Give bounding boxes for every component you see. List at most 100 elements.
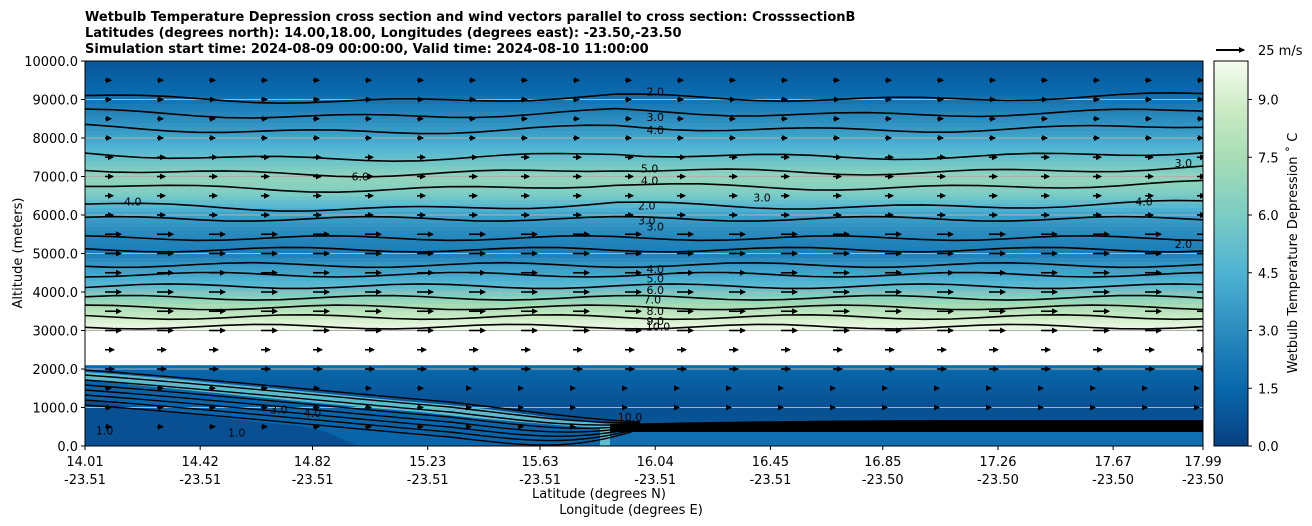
chart-title-line-2: Latitudes (degrees north): 14.00,18.00, …	[85, 26, 682, 41]
x-tick-label-lon: -23.51	[407, 473, 449, 488]
colorbar-tick-label: 7.5	[1258, 151, 1279, 166]
contour-line	[85, 374, 641, 424]
colorbar-label: Wetbulb Temperature Depression ˚ C	[1285, 133, 1301, 374]
contour-band	[85, 122, 1203, 128]
y-tick-label: 9000.0	[33, 94, 79, 109]
contour-band	[85, 388, 1203, 393]
colorbar-tick-label: 4.5	[1258, 267, 1279, 282]
x-axis: 14.01 -23.51 14.42 -23.51 14.82 -23.51 15.23 -2…	[64, 446, 1224, 488]
colorbar-ticks: 0.0 1.5 3.0 4.5 6.0 7.5 9.0	[1248, 94, 1279, 455]
x-axis-label-longitude: Longitude (degrees E)	[559, 503, 703, 518]
contour-band	[85, 203, 1203, 208]
contour-band	[85, 303, 1203, 308]
contour-band	[85, 399, 1203, 405]
contour-line	[85, 384, 641, 430]
contour-band	[85, 315, 1203, 320]
contour-label: 2.0	[638, 199, 656, 212]
contour-label: 5.0	[641, 163, 659, 176]
contour-band	[85, 107, 1203, 112]
contour-band	[85, 380, 1203, 385]
x-tick-label-lat: 17.26	[979, 455, 1016, 470]
chart-title-line-1: Wetbulb Temperature Depression cross sec…	[85, 10, 855, 25]
contour-band	[85, 61, 1203, 66]
contour-label: 3.0	[646, 220, 664, 233]
contour-line	[85, 389, 641, 433]
contour-labels: 2.03.04.05.04.02.03.03.04.05.06.07.08.09…	[96, 86, 1193, 440]
contour-band	[85, 87, 1203, 93]
y-tick-label: 4000.0	[33, 286, 79, 301]
contour-band	[85, 118, 1203, 124]
contour-label: 2.0	[1175, 238, 1193, 251]
y-tick-label: 6000.0	[33, 209, 79, 224]
contour-band	[85, 222, 1203, 228]
contour-label: 3.0	[1175, 157, 1193, 170]
y-axis-label: Altitude (meters)	[11, 198, 26, 309]
x-tick-label-lat: 16.45	[752, 455, 789, 470]
contour-label: 9.0	[646, 315, 664, 328]
contour-band	[85, 276, 1203, 282]
contour-band	[85, 138, 1203, 143]
contour-bands	[85, 61, 1203, 446]
contour-band	[85, 419, 1203, 424]
x-tick-label-lon: -23.50	[977, 473, 1019, 488]
contour-line	[85, 323, 1203, 330]
x-tick-label-lon: -23.51	[519, 473, 561, 488]
contour-band	[85, 395, 1203, 401]
contour-band	[85, 180, 1203, 185]
contour-label: 1.0	[96, 425, 114, 438]
contour-band	[85, 80, 1203, 85]
contour-line	[85, 404, 641, 446]
contour-line	[85, 399, 641, 442]
x-axis-label-latitude: Latitude (degrees N)	[532, 487, 666, 502]
plot-area: 2.03.04.05.04.02.03.03.04.05.06.07.08.09…	[85, 61, 1203, 446]
contour-label: 8.0	[646, 305, 664, 318]
contour-band	[85, 268, 1203, 274]
contour-band	[85, 280, 1203, 285]
x-tick-label-lon: -23.50	[1182, 473, 1224, 488]
y-tick-label: 5000.0	[33, 248, 79, 263]
contour-band	[85, 415, 1203, 420]
x-tick-label-lon: -23.51	[634, 473, 676, 488]
contour-band	[85, 99, 1203, 104]
contour-band	[85, 72, 1203, 77]
contour-label: 3.0	[753, 192, 771, 205]
contour-band	[85, 111, 1203, 116]
contour-band	[85, 161, 1203, 166]
contour-band	[610, 432, 1203, 446]
contour-band	[85, 234, 1203, 239]
contour-band	[85, 407, 1203, 412]
contour-band	[85, 365, 1203, 370]
contour-band	[85, 76, 1203, 81]
contour-band	[85, 195, 1203, 201]
contour-line	[85, 294, 1203, 301]
contour-line	[85, 165, 1203, 178]
x-tick-label-lon: -23.51	[179, 473, 221, 488]
contour-band	[85, 64, 1203, 70]
contour-band	[85, 114, 1203, 120]
contour-band	[85, 241, 1203, 247]
contour-band	[85, 141, 1203, 147]
contour-line	[85, 369, 641, 423]
contour-band	[85, 188, 1203, 193]
contour-band	[85, 238, 1203, 243]
contour-band	[610, 420, 1203, 432]
contour-line	[85, 152, 1203, 163]
y-tick-label: 8000.0	[33, 132, 79, 147]
contour-band	[85, 191, 1203, 197]
x-tick-label-lat: 14.01	[66, 455, 103, 470]
contour-band	[85, 253, 1203, 258]
y-tick-label: 2000.0	[33, 363, 79, 378]
contour-band	[85, 172, 1203, 178]
contour-band	[85, 211, 1203, 216]
contour-band	[85, 372, 1203, 378]
x-tick-label-lon: -23.51	[292, 473, 334, 488]
contour-band	[85, 288, 1203, 293]
contour-band	[85, 307, 1203, 312]
contour-band	[85, 184, 1203, 189]
contour-label: 2.0	[646, 86, 664, 99]
contour-label: 4.0	[641, 174, 659, 187]
contour-label: 3.0	[270, 403, 288, 416]
contour-band	[85, 411, 1203, 416]
colorbar-gradient	[1214, 61, 1248, 446]
contour-band	[85, 230, 1203, 235]
